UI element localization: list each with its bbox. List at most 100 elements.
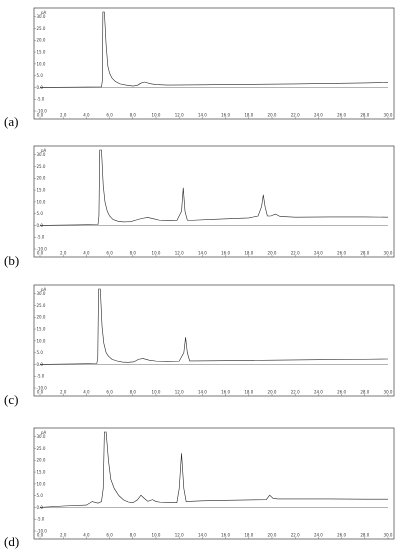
plot-frame-a	[33, 7, 395, 120]
x-tick-label-c-10: 20.0	[268, 390, 277, 395]
x-tick-label-d-0: 0.0	[37, 533, 44, 538]
panel-label-b: (b)	[4, 253, 19, 268]
x-tick-label-d-15: 30.0	[384, 533, 393, 538]
x-tick-label-a-12: 24.0	[314, 113, 323, 118]
x-tick-label-c-12: 24.0	[314, 390, 323, 395]
x-tick-label-c-9: 18.0	[244, 390, 253, 395]
y-tick-label-c-2: 0.0	[37, 362, 44, 367]
x-tick-label-b-1: 2.0	[60, 251, 67, 256]
x-tick-label-d-13: 26.0	[337, 533, 346, 538]
y-tick-label-c-0: -10.0	[37, 385, 48, 390]
x-tick-label-b-12: 24.0	[314, 251, 323, 256]
x-tick-label-c-3: 6.0	[106, 390, 113, 395]
x-tick-label-b-0: 0.0	[37, 251, 44, 256]
chromatogram-panel-d: pA -10.0 -5.0 0.0 5.0 10.0 15.0 20.0 25.0 30.0 0.0…	[4, 427, 395, 549]
x-tick-label-d-12: 24.0	[314, 533, 323, 538]
panel-label-a: (a)	[4, 114, 18, 129]
y-tick-label-c-5: 15.0	[37, 326, 46, 331]
x-tick-label-d-3: 6.0	[106, 533, 113, 538]
plot-frame-b	[33, 145, 395, 258]
x-tick-label-d-11: 22.0	[291, 533, 300, 538]
y-tick-label-a-2: 0.0	[37, 85, 44, 90]
x-tick-label-b-9: 18.0	[244, 251, 253, 256]
x-tick-label-d-5: 10.0	[152, 533, 161, 538]
x-tick-label-a-0: 0.0	[37, 113, 44, 118]
y-tick-label-b-2: 0.0	[37, 223, 44, 228]
y-tick-label-b-7: 25.0	[37, 164, 46, 169]
y-tick-label-c-8: 30.0	[37, 291, 46, 296]
y-tick-label-a-1: -5.0	[37, 97, 45, 102]
y-tick-label-a-6: 20.0	[37, 38, 46, 43]
y-tick-label-b-5: 15.0	[37, 187, 46, 192]
x-tick-label-b-13: 26.0	[337, 251, 346, 256]
y-tick-label-d-1: -5.0	[37, 517, 45, 522]
plot-frame-d	[33, 427, 395, 540]
x-tick-label-b-14: 28.0	[360, 251, 369, 256]
unit-label-d: pA	[41, 430, 47, 435]
y-tick-label-b-1: -5.0	[37, 235, 45, 240]
panel-label-d: (d)	[4, 534, 19, 549]
x-tick-label-c-4: 8.0	[130, 390, 137, 395]
y-tick-label-a-7: 25.0	[37, 26, 46, 31]
y-tick-label-d-3: 5.0	[37, 493, 44, 498]
x-tick-label-d-2: 4.0	[83, 533, 90, 538]
plot-frame-c	[33, 284, 395, 397]
x-tick-label-a-10: 20.0	[268, 113, 277, 118]
x-tick-label-a-7: 14.0	[198, 113, 207, 118]
chromatogram-panel-a: pA -10.0 -5.0 0.0 5.0 10.0 15.0 20.0 25.0 30.0 0.0…	[4, 7, 395, 129]
x-tick-label-a-5: 10.0	[152, 113, 161, 118]
unit-label-b: pA	[41, 148, 47, 153]
x-tick-label-d-14: 28.0	[360, 533, 369, 538]
panel-label-c: (c)	[4, 392, 18, 407]
x-tick-label-c-2: 4.0	[83, 390, 90, 395]
y-tick-label-a-5: 15.0	[37, 49, 46, 54]
chromatogram-trace-c	[39, 288, 389, 365]
x-tick-label-b-3: 6.0	[106, 251, 113, 256]
chromatogram-trace-b	[39, 149, 389, 226]
y-tick-label-a-3: 5.0	[37, 73, 44, 78]
x-tick-label-a-3: 6.0	[106, 113, 113, 118]
x-tick-label-c-5: 10.0	[152, 390, 161, 395]
x-tick-label-d-4: 8.0	[130, 533, 137, 538]
x-tick-label-c-11: 22.0	[291, 390, 300, 395]
x-tick-label-c-13: 26.0	[337, 390, 346, 395]
y-tick-label-d-0: -10.0	[37, 528, 48, 533]
x-tick-label-b-15: 30.0	[384, 251, 393, 256]
y-tick-label-d-5: 15.0	[37, 469, 46, 474]
x-tick-label-d-9: 18.0	[244, 533, 253, 538]
x-tick-label-a-6: 12.0	[175, 113, 184, 118]
unit-label-a: pA	[41, 10, 47, 15]
x-tick-label-b-8: 16.0	[221, 251, 230, 256]
x-tick-label-b-4: 8.0	[130, 251, 137, 256]
y-tick-label-c-4: 10.0	[37, 338, 46, 343]
x-tick-label-b-5: 10.0	[152, 251, 161, 256]
x-tick-label-c-1: 2.0	[60, 390, 67, 395]
x-tick-label-c-7: 14.0	[198, 390, 207, 395]
chromatogram-trace-d	[39, 431, 388, 508]
x-tick-label-c-6: 12.0	[175, 390, 184, 395]
x-tick-label-a-9: 18.0	[244, 113, 253, 118]
x-tick-label-c-0: 0.0	[37, 390, 44, 395]
y-tick-label-c-7: 25.0	[37, 303, 46, 308]
x-tick-label-b-2: 4.0	[83, 251, 90, 256]
x-tick-label-a-1: 2.0	[60, 113, 67, 118]
x-tick-label-c-14: 28.0	[360, 390, 369, 395]
x-tick-label-a-4: 8.0	[130, 113, 137, 118]
y-tick-label-d-2: 0.0	[37, 505, 44, 510]
x-tick-label-a-2: 4.0	[83, 113, 90, 118]
x-tick-label-b-11: 22.0	[291, 251, 300, 256]
x-tick-label-d-8: 16.0	[221, 533, 230, 538]
y-tick-label-a-8: 30.0	[37, 14, 46, 19]
chromatogram-panel-b: pA -10.0 -5.0 0.0 5.0 10.0 15.0 20.0 25.0 30.0 0.0…	[4, 145, 395, 268]
x-tick-label-d-10: 20.0	[268, 533, 277, 538]
x-tick-label-a-8: 16.0	[221, 113, 230, 118]
y-tick-label-b-6: 20.0	[37, 176, 46, 181]
x-tick-label-c-15: 30.0	[384, 390, 393, 395]
y-tick-label-c-6: 20.0	[37, 315, 46, 320]
chromatogram-trace-a	[39, 11, 389, 88]
x-tick-label-a-13: 26.0	[337, 113, 346, 118]
y-tick-label-b-8: 30.0	[37, 152, 46, 157]
x-tick-label-c-8: 16.0	[221, 390, 230, 395]
y-tick-label-a-0: -10.0	[37, 108, 48, 113]
